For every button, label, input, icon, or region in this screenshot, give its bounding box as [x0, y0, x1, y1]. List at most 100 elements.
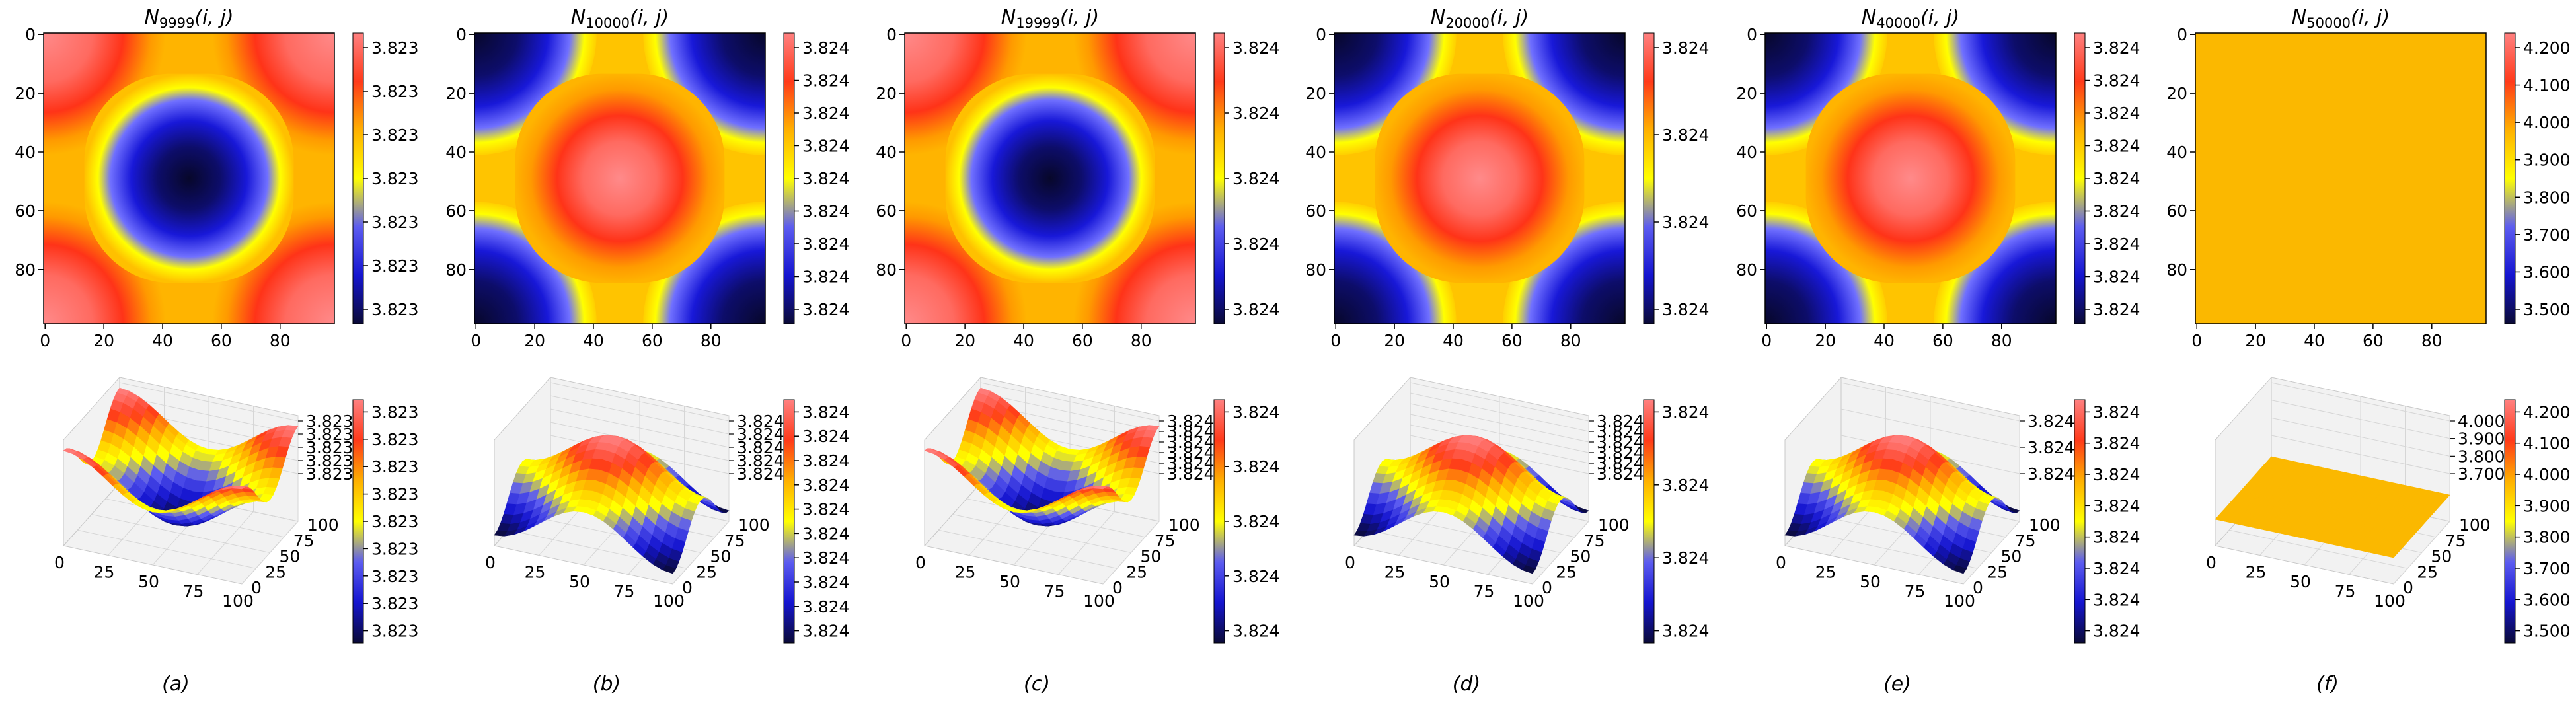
y-tick-label: 60: [15, 202, 36, 221]
heatmap-corner-blob: [1334, 202, 1457, 324]
colorbar-tick-label: 3.800: [2523, 188, 2571, 207]
surface-cell: [231, 486, 246, 490]
x-tick-label: 80: [701, 331, 722, 350]
title-subscript: 20000: [1445, 15, 1490, 31]
surface-plot: 0 25 50 75 10002550751003.8233.8233.8233.823…: [54, 376, 354, 611]
heatmap-title: N9999(i, j): [144, 6, 233, 31]
grid-line: [119, 382, 299, 422]
heatmap-corner-blob: [1073, 202, 1195, 324]
surface-x-tick: 100: [1513, 591, 1544, 611]
y-tick-label: 40: [445, 143, 467, 162]
surface-z-tick: 3.824: [2027, 412, 2075, 431]
colorbar-tick-label: 3.823: [371, 126, 419, 145]
surface-z-tick: 3.823: [306, 464, 354, 484]
surface-colorbar-tick-label: 3.824: [802, 573, 850, 592]
surface-colorbar-tick-label: 3.824: [2093, 559, 2140, 578]
surface-z-tick: 4.000: [2458, 412, 2505, 431]
surface-x-tick: 50: [569, 572, 590, 591]
surface-x-tick: 25: [1384, 563, 1406, 582]
x-tick-label: 40: [1874, 331, 1895, 350]
surface-x-tick: 0: [1345, 553, 1355, 572]
panel-b: N10000(i, j)0 20 40 60 800204060803.8243.824…: [445, 6, 850, 696]
surface-z-tick: 3.824: [1597, 464, 1644, 484]
y-tick-label: 20: [876, 84, 897, 103]
colorbar-tick-label: 3.823: [371, 82, 419, 101]
heatmap-corner-blob: [643, 202, 765, 324]
colorbar-tick-label: 3.824: [2093, 300, 2140, 319]
x-tick-label: 80: [1131, 331, 1152, 350]
panel-a: N9999(i, j)0 20 40 60 800204060803.8233.8233…: [15, 6, 419, 696]
colorbar-tick-label: 3.824: [1662, 126, 1710, 145]
surface-plot: 0 25 50 75 10002550751003.8243.8243.8243.824…: [915, 376, 1215, 611]
surface-colorbar-tick-label: 3.824: [2093, 496, 2140, 515]
surface-y-tick: 0: [1542, 578, 1552, 597]
colorbar-tick-label: 3.824: [802, 300, 850, 319]
surface-y-tick: 75: [293, 531, 315, 550]
y-tick-label: 0: [456, 25, 467, 44]
y-tick-label: 0: [886, 25, 897, 44]
title-subscript: 40000: [1876, 15, 1920, 31]
surface-y-tick: 25: [1556, 562, 1577, 581]
grid-line: [1840, 408, 2020, 448]
surface-y-tick: 50: [710, 547, 732, 566]
colorbar-tick-label: 3.824: [802, 71, 850, 91]
surface-x-tick: 100: [1083, 591, 1115, 611]
surface-colorbar-tick-label: 3.824: [802, 451, 850, 470]
heatmap-corner-blob: [1503, 202, 1625, 324]
colorbar-tick-label: 3.824: [2093, 202, 2140, 221]
surface-z-tick: 3.824: [1597, 412, 1644, 431]
colorbar-tick-label: 3.823: [371, 169, 419, 188]
colorbar-tick-label: 3.824: [802, 137, 850, 156]
surface-mesh: [1784, 435, 2020, 574]
surface-x-tick: 0: [1776, 553, 1786, 572]
x-tick-label: 80: [1991, 331, 2012, 350]
heatmap-frame: [474, 32, 766, 324]
surface-z-tick: 3.823: [306, 438, 354, 457]
surface-z-tick: 3.824: [1167, 454, 1215, 473]
grid-line: [91, 514, 270, 553]
surface-y-tick: 50: [2001, 547, 2022, 566]
colorbar-tick-label: 3.824: [2093, 235, 2140, 254]
surface-colorbar-tick-label: 4.100: [2523, 434, 2571, 453]
surface-colorbar-tick-label: 3.824: [2093, 465, 2140, 484]
colorbar-tick-label: 3.824: [2093, 268, 2140, 287]
surface-colorbar-tick-label: 4.200: [2523, 402, 2571, 422]
panel-caption: (e): [1883, 673, 1911, 696]
colorbar: [1643, 32, 1655, 324]
heatmap-frame: [904, 32, 1196, 324]
grid-line: [2271, 435, 2450, 474]
y-tick-label: 0: [1747, 25, 1757, 44]
surface-colorbar-tick-label: 3.823: [371, 567, 419, 586]
panel-caption: (f): [2316, 673, 2339, 696]
colorbar-tick-label: 3.824: [1662, 300, 1710, 319]
surface-y-tick: 25: [1126, 562, 1147, 581]
surface-y-tick: 100: [2029, 515, 2061, 535]
title-args: (i, j): [1060, 6, 1099, 29]
y-tick-label: 40: [1305, 143, 1326, 162]
heatmap-corner-blob: [643, 33, 765, 155]
heatmap-corner-blob: [44, 202, 166, 324]
surface-mesh: [2215, 456, 2450, 558]
grid-line: [550, 422, 730, 461]
y-tick-label: 40: [2166, 143, 2187, 162]
colorbar-tick-label: 3.824: [802, 104, 850, 123]
surface-plot: 0 25 50 75 10002550751003.8243.8243.8243.824…: [1345, 376, 1644, 611]
heatmap-corner-blob: [905, 33, 1027, 155]
surface-y-tick: 100: [1598, 515, 1630, 535]
surface-x-tick: 50: [138, 572, 159, 591]
surface-z-tick: 3.824: [1597, 433, 1644, 452]
x-tick-label: 20: [2245, 331, 2266, 350]
grid-line: [1410, 403, 1589, 443]
surface-colorbar-tick-label: 3.824: [1662, 622, 1710, 641]
grid-line: [119, 395, 299, 435]
heatmap-corner-blob: [1765, 202, 1887, 324]
surface-z-tick: 3.824: [1167, 464, 1215, 484]
x-tick-label: 80: [270, 331, 291, 350]
x-tick-label: 0: [1330, 331, 1341, 350]
surface-colorbar-tick-label: 3.823: [371, 622, 419, 641]
y-tick-label: 40: [876, 143, 897, 162]
y-tick-label: 60: [2166, 202, 2187, 221]
surface-colorbar-tick-label: 3.824: [1662, 548, 1710, 568]
surface-colorbar-tick-label: 3.800: [2523, 528, 2571, 547]
